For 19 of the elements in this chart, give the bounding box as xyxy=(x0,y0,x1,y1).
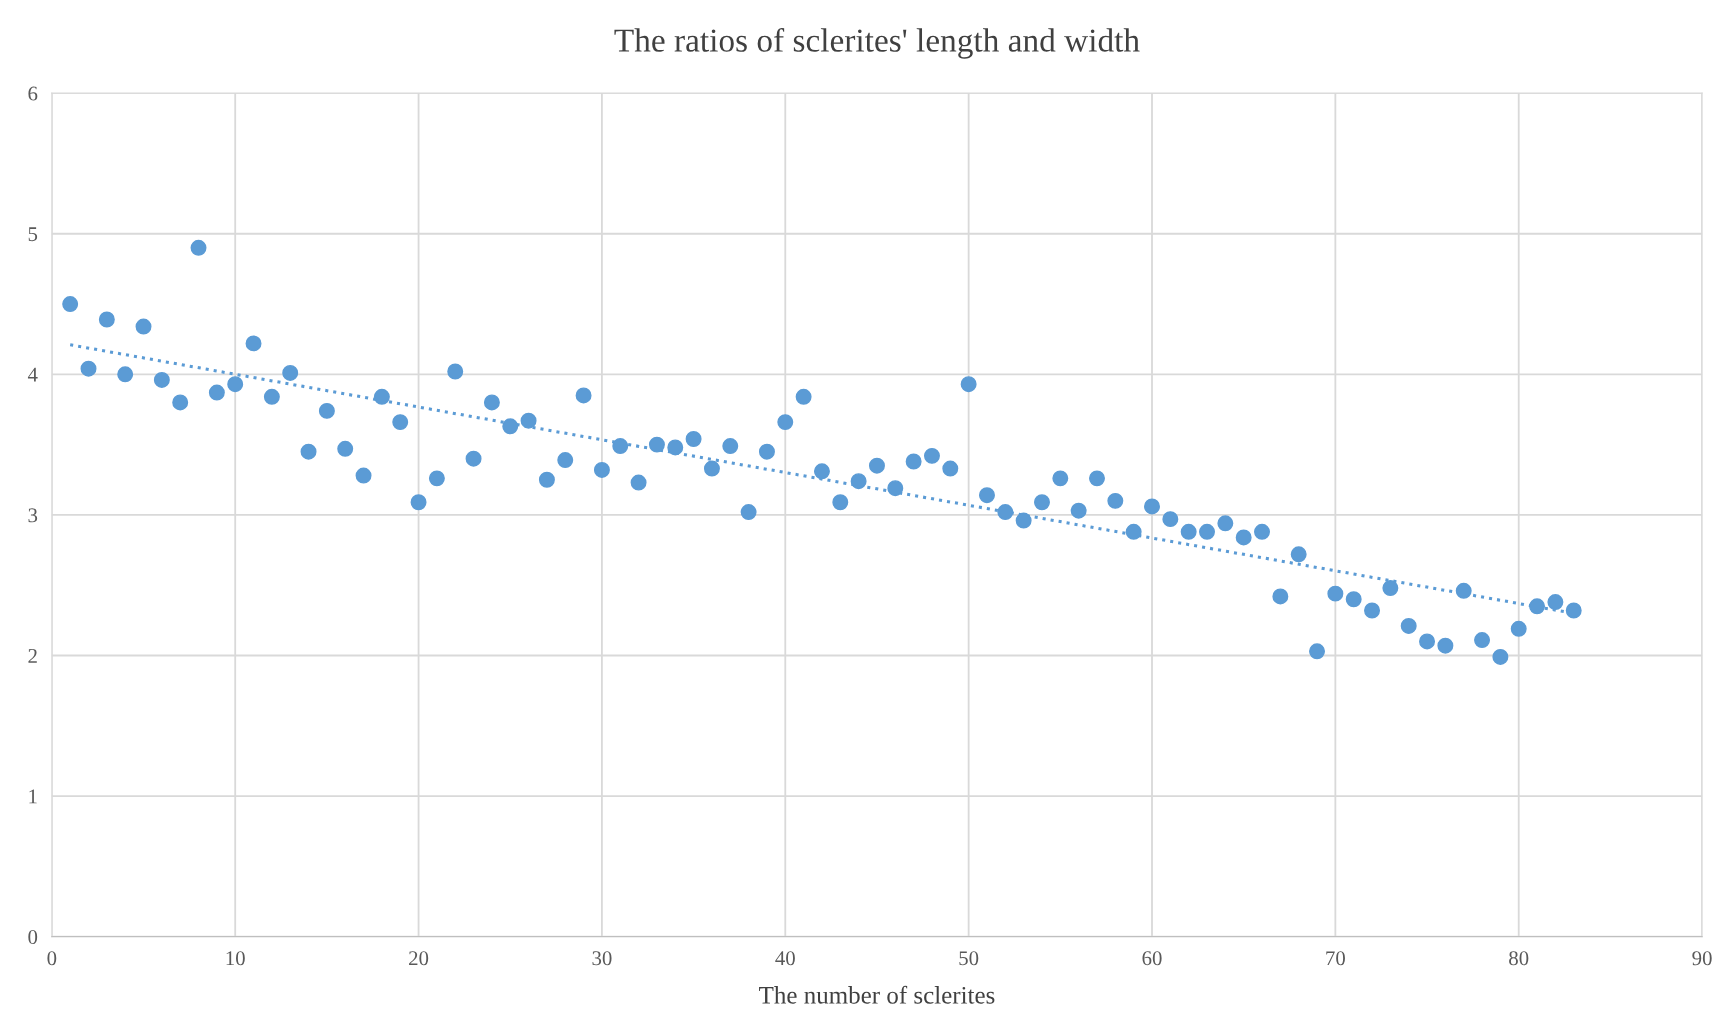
x-tick-label: 80 xyxy=(1509,951,1529,966)
y-tick-label: 6 xyxy=(28,86,38,101)
x-tick-label: 30 xyxy=(592,951,612,966)
x-tick-label: 90 xyxy=(1692,951,1712,966)
y-tick-label: 2 xyxy=(28,648,37,663)
y-tick-label: 0 xyxy=(28,930,38,945)
x-tick-label: 50 xyxy=(959,951,979,966)
x-tick-label: 40 xyxy=(775,951,795,966)
chart-title: The ratios of sclerites' length and width xyxy=(614,28,1140,59)
y-tick-label: 1 xyxy=(29,789,37,804)
y-tick-label: 5 xyxy=(28,227,38,242)
x-tick-label: 20 xyxy=(409,951,429,966)
x-tick-label: 0 xyxy=(47,951,57,966)
x-tick-label: 10 xyxy=(226,951,245,966)
x-axis-title: The number of sclerites xyxy=(759,985,995,1004)
x-tick-label: 70 xyxy=(1326,951,1345,966)
x-tick-label: 60 xyxy=(1142,951,1162,966)
y-tick-label: 4 xyxy=(27,367,38,382)
y-tick-label: 3 xyxy=(28,508,38,523)
